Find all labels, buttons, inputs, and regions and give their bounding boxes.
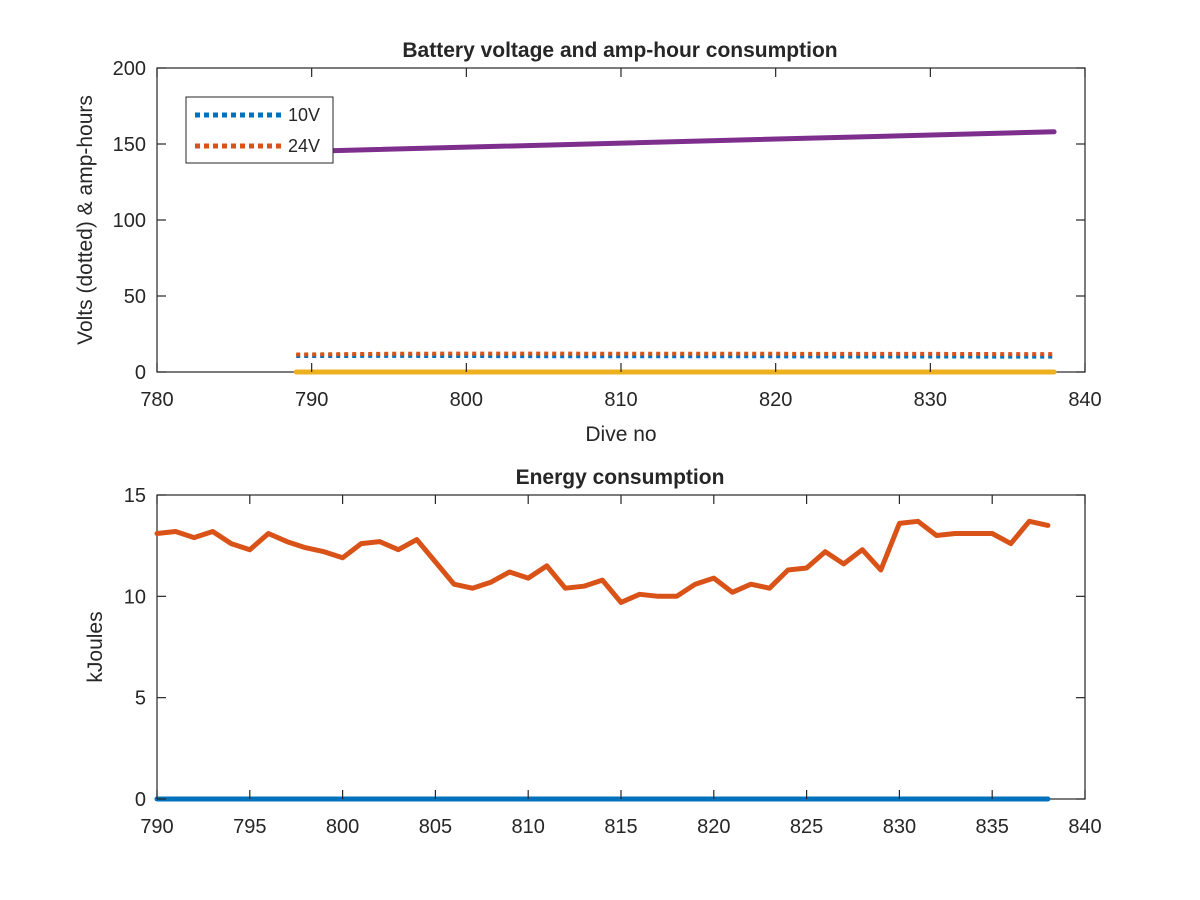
energy-x-tick-label: 800 (326, 816, 359, 838)
battery-y-axis-label: Volts (dotted) & amp-hours (74, 95, 97, 345)
battery-x-tick-label: 790 (295, 389, 328, 411)
energy-y-tick-label: 15 (124, 485, 146, 507)
energy-x-tick-label: 810 (512, 816, 545, 838)
battery-series-layer (293, 129, 1057, 375)
energy-plot-area (156, 494, 1086, 800)
energy-x-tick-label: 840 (1068, 816, 1101, 838)
energy-consumption-subplot: Energy consumption 790 795 800 805 810 815 820… (84, 466, 1102, 838)
battery-x-axis-label: Dive no (585, 423, 656, 446)
energy-y-axis-label: kJoules (84, 611, 107, 682)
energy-x-tick-label: 825 (790, 816, 823, 838)
battery-x-tick-label: 830 (914, 389, 947, 411)
battery-legend: 10V 24V (185, 96, 334, 164)
battery-legend-box (185, 96, 334, 164)
battery-y-tick-label: 0 (135, 362, 146, 384)
battery-voltage-subplot: Battery voltage and amp-hour consumption… (74, 39, 1102, 446)
energy-x-tick-label: 795 (233, 816, 266, 838)
energy-x-tick-label: 815 (604, 816, 637, 838)
energy-series-line-1 (154, 518, 1051, 605)
energy-x-tick-label: 835 (976, 816, 1009, 838)
energy-chart-title: Energy consumption (516, 466, 725, 489)
energy-y-tick-label: 0 (135, 789, 146, 811)
battery-chart-title: Battery voltage and amp-hour consumption (402, 39, 837, 62)
energy-x-tick-label: 820 (697, 816, 730, 838)
battery-series-line-2 (293, 129, 1057, 155)
energy-x-tick-label: 805 (419, 816, 452, 838)
legend-10v-label: 10V (288, 105, 320, 125)
battery-x-tick-label: 840 (1068, 389, 1101, 411)
legend-24v-label: 24V (288, 136, 320, 156)
battery-series-line-1 (296, 351, 1055, 357)
battery-y-tick-label: 150 (113, 134, 146, 156)
battery-y-tick-label: 50 (124, 286, 146, 308)
energy-tick-layer: 790 795 800 805 810 815 820 825 830 835 840 0 5 10 15 (124, 485, 1102, 838)
battery-x-tick-label: 810 (604, 389, 637, 411)
battery-x-tick-label: 820 (759, 389, 792, 411)
battery-x-tick-label: 800 (450, 389, 483, 411)
energy-x-tick-label: 790 (140, 816, 173, 838)
battery-tick-layer: 780 790 800 810 820 830 840 0 50 100 150 200 (113, 58, 1102, 411)
battery-x-tick-label: 780 (140, 389, 173, 411)
energy-y-tick-label: 10 (124, 586, 146, 608)
energy-x-tick-label: 830 (883, 816, 916, 838)
battery-series-line-0 (296, 353, 1055, 359)
energy-y-tick-label: 5 (135, 688, 146, 710)
battery-y-tick-label: 100 (113, 210, 146, 232)
battery-y-tick-label: 200 (113, 58, 146, 80)
